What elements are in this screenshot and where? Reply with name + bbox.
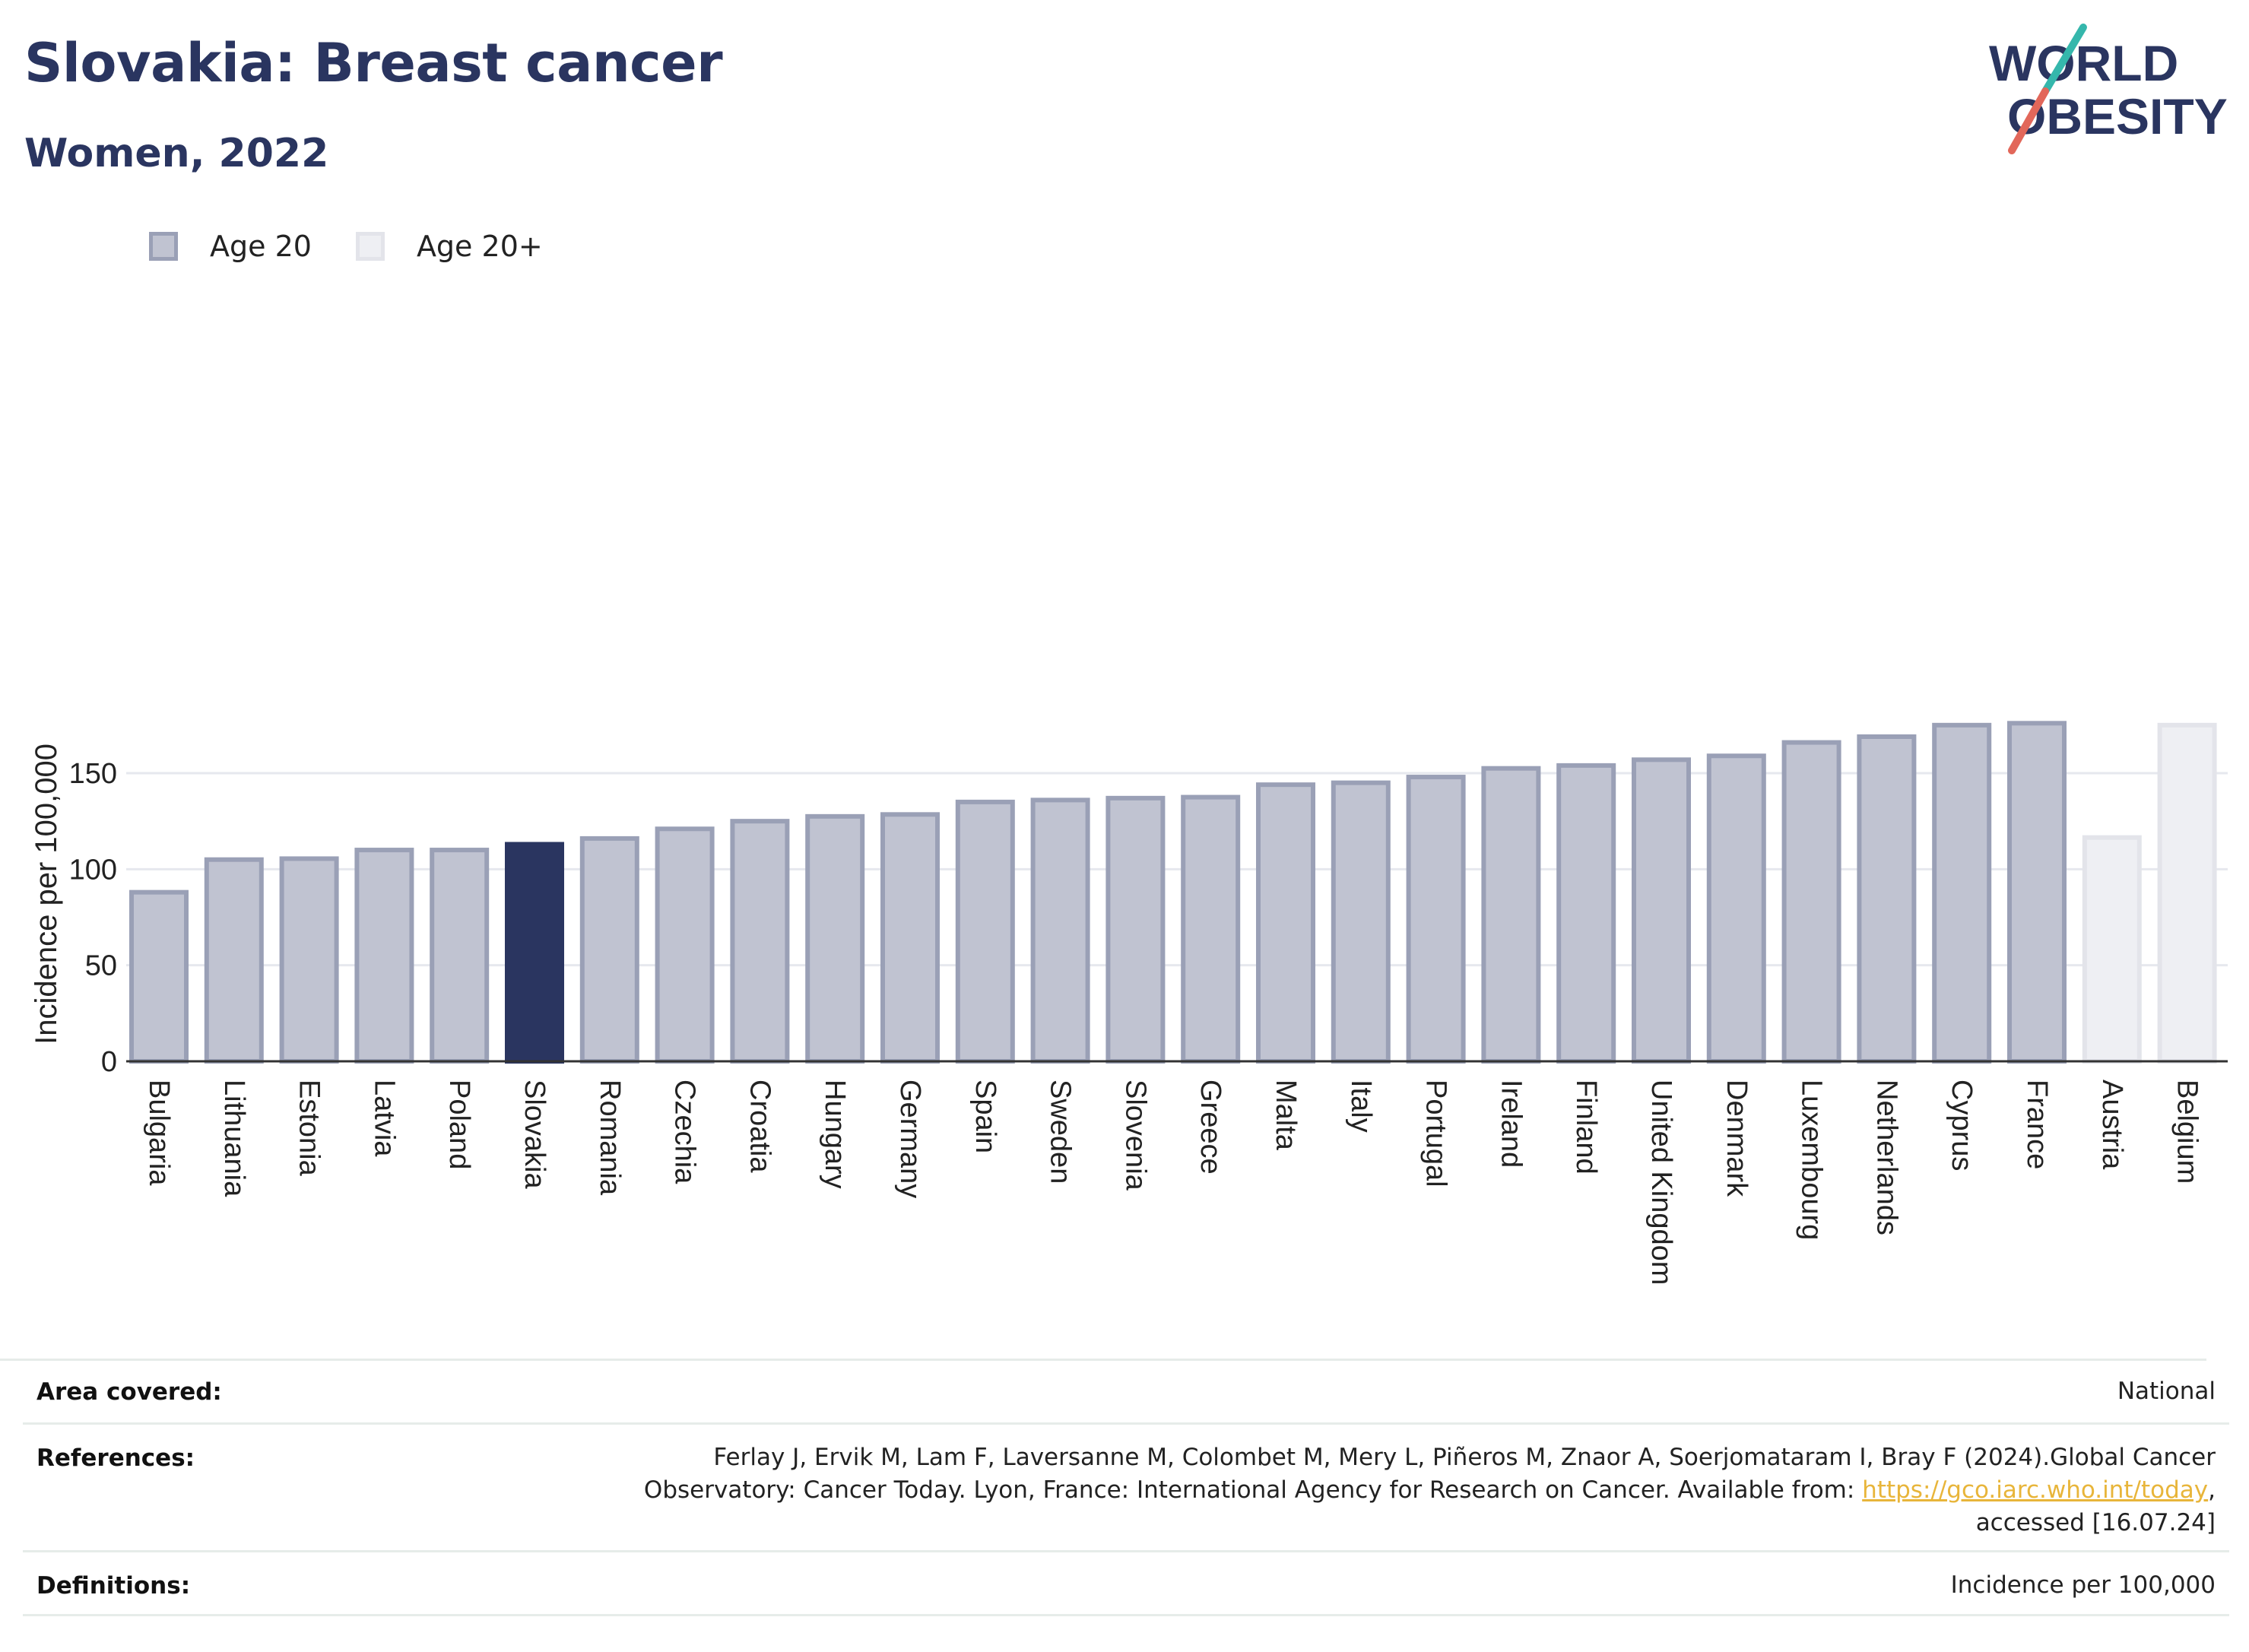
bar-slovakia <box>505 842 564 1064</box>
references-line2: Observatory: Cancer Today. Lyon, France:… <box>644 1474 2216 1507</box>
definitions-label: Definitions: <box>36 1572 191 1600</box>
x-tick-label-bulgaria: Bulgaria <box>143 1080 175 1186</box>
legend-label-age20plus: Age 20+ <box>416 230 543 263</box>
x-tick-label-france: France <box>2021 1080 2053 1169</box>
footer-row-area: Area covered: National <box>23 1359 2229 1422</box>
x-tick-label-denmark: Denmark <box>1721 1080 1753 1197</box>
x-tick-label-netherlands: Netherlands <box>1870 1080 1902 1235</box>
logo-stroke-teal <box>2041 24 2087 95</box>
bar-belgium <box>2157 722 2217 1064</box>
logo-stroke-coral <box>2008 87 2049 154</box>
x-tick-label-czechia: Czechia <box>669 1080 701 1184</box>
footer-row-references: References: Ferlay J, Ervik M, Lam F, La… <box>23 1422 2229 1552</box>
y-tick-label-150: 150 <box>69 758 117 790</box>
bar-austria <box>2082 835 2142 1064</box>
legend-swatch-age20 <box>149 232 178 261</box>
bar-finland <box>1556 763 1616 1064</box>
references-label: References: <box>36 1444 195 1472</box>
bar-united-kingdom <box>1632 757 1691 1064</box>
bar-romania <box>579 836 639 1064</box>
x-tick-label-austria: Austria <box>2096 1080 2128 1170</box>
references-link[interactable]: https://gco.iarc.who.int/today <box>1862 1476 2209 1504</box>
x-tick-label-croatia: Croatia <box>744 1080 776 1173</box>
bar-bulgaria <box>129 889 189 1064</box>
x-tick-label-germany: Germany <box>894 1080 926 1198</box>
x-tick-label-finland: Finland <box>1570 1080 1602 1175</box>
bar-netherlands <box>1857 734 1917 1064</box>
x-tick-label-lithuania: Lithuania <box>218 1080 250 1197</box>
bar-cyprus <box>1932 722 1992 1064</box>
x-tick-label-cyprus: Cyprus <box>1946 1080 1978 1171</box>
x-tick-label-romania: Romania <box>594 1080 626 1196</box>
bar-germany <box>880 812 940 1064</box>
page-subtitle: Women, 2022 <box>24 131 329 176</box>
area-covered-value: National <box>2117 1378 2216 1405</box>
x-tick-label-ireland: Ireland <box>1495 1080 1527 1168</box>
x-tick-label-estonia: Estonia <box>293 1080 325 1177</box>
references-line3: accessed [16.07.24] <box>1975 1509 2216 1536</box>
footer-divider-bottom <box>23 1614 2229 1616</box>
x-tick-label-hungary: Hungary <box>819 1080 851 1189</box>
y-tick-label-100: 100 <box>69 854 117 886</box>
bar-slovenia <box>1105 795 1166 1064</box>
x-tick-label-luxembourg: Luxembourg <box>1796 1080 1828 1240</box>
definitions-value: Incidence per 100,000 <box>1950 1571 2216 1599</box>
legend-swatch-age20plus <box>355 232 385 261</box>
legend-label-age20: Age 20 <box>210 230 312 263</box>
bar-croatia <box>730 819 790 1064</box>
bar-france <box>2007 721 2067 1064</box>
bar-greece <box>1181 794 1241 1064</box>
bar-ireland <box>1481 766 1541 1064</box>
bar-malta <box>1256 782 1315 1064</box>
legend: Age 20 Age 20+ <box>149 225 587 268</box>
area-covered-label: Area covered: <box>36 1378 222 1406</box>
bar-spain <box>955 799 1015 1064</box>
page-title: Slovakia: Breast cancer <box>24 32 723 94</box>
bar-estonia <box>279 856 339 1064</box>
x-tick-label-poland: Poland <box>443 1080 475 1169</box>
x-tick-label-portugal: Portugal <box>1420 1080 1452 1187</box>
legend-item-age20plus[interactable]: Age 20+ <box>355 230 543 263</box>
x-tick-label-sweden: Sweden <box>1045 1080 1077 1184</box>
bar-hungary <box>805 813 865 1064</box>
bar-portugal <box>1406 775 1466 1064</box>
references-line2-suffix: , <box>2208 1476 2216 1504</box>
legend-item-age20[interactable]: Age 20 <box>149 230 312 263</box>
y-tick-label-50: 50 <box>85 950 117 982</box>
references-line2-text: Observatory: Cancer Today. Lyon, France:… <box>643 1476 1863 1504</box>
y-tick-label-0: 0 <box>101 1046 117 1078</box>
footer-row-definitions: Definitions: Incidence per 100,000 <box>23 1550 2229 1616</box>
x-tick-label-slovakia: Slovakia <box>519 1080 550 1189</box>
bar-latvia <box>354 848 414 1064</box>
x-tick-label-belgium: Belgium <box>2171 1080 2203 1184</box>
y-axis-label: Incidence per 100,000 <box>30 744 63 1045</box>
bar-lithuania <box>204 857 264 1064</box>
world-obesity-logo: WORLD OBESITY <box>1989 24 2228 154</box>
x-tick-label-greece: Greece <box>1194 1080 1226 1175</box>
x-tick-label-united-kingdom: United Kingdom <box>1645 1080 1677 1285</box>
logo-line1: WORLD <box>1989 35 2178 91</box>
x-tick-label-spain: Spain <box>969 1080 1001 1153</box>
x-tick-label-latvia: Latvia <box>368 1080 400 1157</box>
references-line1: Ferlay J, Ervik M, Lam F, Laversanne M, … <box>713 1444 2216 1471</box>
bar-poland <box>430 848 490 1064</box>
bar-denmark <box>1706 753 1766 1064</box>
x-tick-label-italy: Italy <box>1345 1080 1377 1133</box>
bar-luxembourg <box>1781 740 1841 1064</box>
bar-czechia <box>655 826 715 1064</box>
bar-sweden <box>1030 797 1090 1064</box>
bar-italy <box>1331 780 1391 1064</box>
x-tick-label-malta: Malta <box>1270 1080 1302 1151</box>
x-tick-label-slovenia: Slovenia <box>1119 1080 1151 1191</box>
footer-divider-top <box>0 1359 2206 1361</box>
references-value: Ferlay J, Ervik M, Lam F, Laversanne M, … <box>644 1441 2216 1539</box>
